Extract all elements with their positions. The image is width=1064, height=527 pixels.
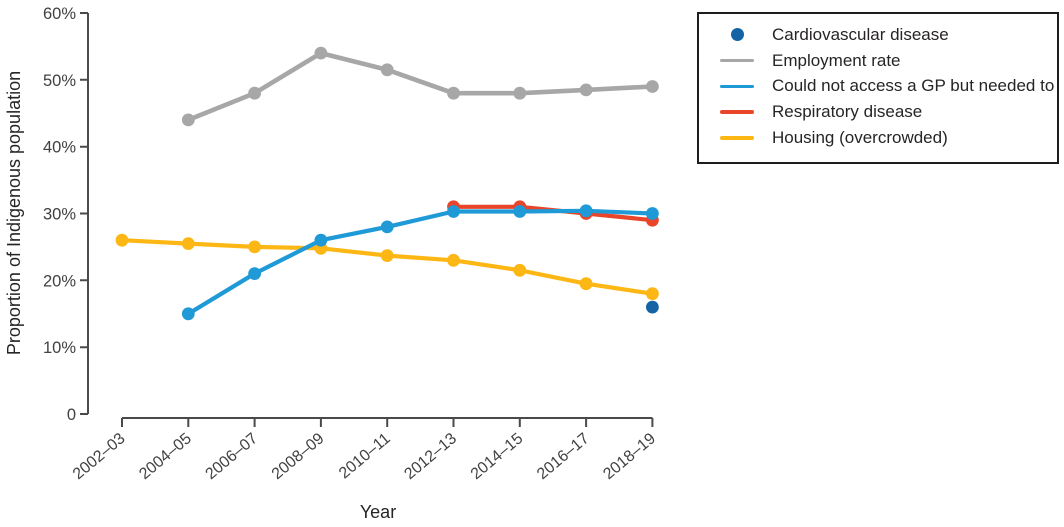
- could-not-access-a-gp-but-needed-to-point: [314, 233, 328, 247]
- legend-swatch: [720, 58, 754, 63]
- housing-overcrowded-point: [646, 287, 659, 301]
- x-tick-label: 2016–17: [534, 430, 593, 483]
- x-tick-label: 2004–05: [136, 430, 195, 483]
- legend-swatch: [720, 84, 754, 89]
- housing-overcrowded-point: [513, 263, 527, 277]
- legend-label: Could not access a GP but needed to: [772, 76, 1055, 96]
- employment-rate-point: [513, 86, 527, 100]
- could-not-access-a-gp-but-needed-to-point: [579, 204, 593, 218]
- y-tick-label: 60%: [43, 5, 76, 23]
- x-tick-label: 2014–15: [468, 430, 527, 483]
- y-tick-label: 20%: [43, 272, 76, 290]
- housing-overcrowded-point: [248, 240, 261, 254]
- legend-swatch: [720, 136, 754, 140]
- x-tick-label: 2002–03: [70, 430, 129, 483]
- line-swatch-icon: [717, 84, 757, 89]
- legend-item-housing-overcrowded: Housing (overcrowded): [717, 125, 1057, 151]
- could-not-access-a-gp-but-needed-to-line: [186, 208, 655, 316]
- could-not-access-a-gp-but-needed-to-point: [447, 205, 460, 218]
- y-tick-label: 10%: [43, 339, 76, 357]
- y-tick-label: 50%: [43, 72, 76, 90]
- housing-overcrowded-point: [447, 253, 460, 267]
- y-tick-label: 40%: [43, 139, 76, 157]
- x-tick-label: 2018–19: [600, 430, 659, 483]
- line-swatch-icon: [717, 110, 757, 115]
- x-tick-label: 2010–11: [336, 430, 394, 482]
- legend-item-cardiovascular-disease: Cardiovascular disease: [717, 22, 1057, 48]
- legend-item-respiratory-disease: Respiratory disease: [717, 99, 1057, 125]
- employment-rate-line: [186, 50, 655, 123]
- could-not-access-a-gp-but-needed-to-point: [248, 267, 261, 280]
- x-tick-label: 2012–13: [401, 430, 460, 483]
- x-tick-label: 2008–09: [269, 430, 328, 483]
- legend-item-could-not-access-a-gp-but-needed-to: Could not access a GP but needed to: [717, 74, 1057, 100]
- housing-overcrowded-point: [181, 237, 195, 251]
- legend-item-employment-rate: Employment rate: [717, 48, 1057, 74]
- legend-swatch: [720, 110, 754, 115]
- housing-overcrowded-point: [115, 233, 129, 247]
- employment-rate-point: [579, 83, 593, 97]
- housing-overcrowded-line: [119, 238, 655, 296]
- employment-rate-point: [447, 86, 460, 100]
- could-not-access-a-gp-but-needed-to-point: [181, 307, 195, 321]
- could-not-access-a-gp-but-needed-to-point: [380, 220, 394, 234]
- housing-overcrowded-point: [579, 277, 593, 291]
- legend-label: Cardiovascular disease: [772, 24, 949, 44]
- housing-overcrowded-point: [380, 249, 394, 262]
- dot-marker-icon: [717, 28, 757, 42]
- x-tick-label: 2006–07: [203, 430, 262, 483]
- line-swatch-icon: [717, 58, 757, 63]
- legend-label: Employment rate: [772, 50, 901, 70]
- legend-swatch: [730, 28, 744, 42]
- y-tick-label: 30%: [43, 206, 76, 224]
- could-not-access-a-gp-but-needed-to-point: [646, 207, 659, 220]
- x-axis: [121, 417, 654, 427]
- legend-label: Housing (overcrowded): [772, 128, 948, 148]
- y-axis-title: Proportion of Indigenous population: [4, 70, 24, 356]
- line-swatch-icon: [717, 136, 757, 140]
- y-axis: [80, 12, 89, 415]
- employment-rate-point: [314, 46, 328, 60]
- legend: Cardiovascular disease Employment rate Cou…: [697, 12, 1059, 164]
- could-not-access-a-gp-but-needed-to-point: [513, 205, 527, 218]
- x-axis-title: Year: [359, 502, 397, 522]
- cardiovascular-disease-point: [646, 300, 659, 314]
- employment-rate-point: [248, 86, 261, 100]
- y-tick-label: 0: [67, 406, 76, 424]
- employment-rate-point: [646, 80, 659, 93]
- employment-rate-point: [181, 113, 195, 127]
- employment-rate-point: [380, 63, 394, 77]
- legend-label: Respiratory disease: [772, 102, 923, 122]
